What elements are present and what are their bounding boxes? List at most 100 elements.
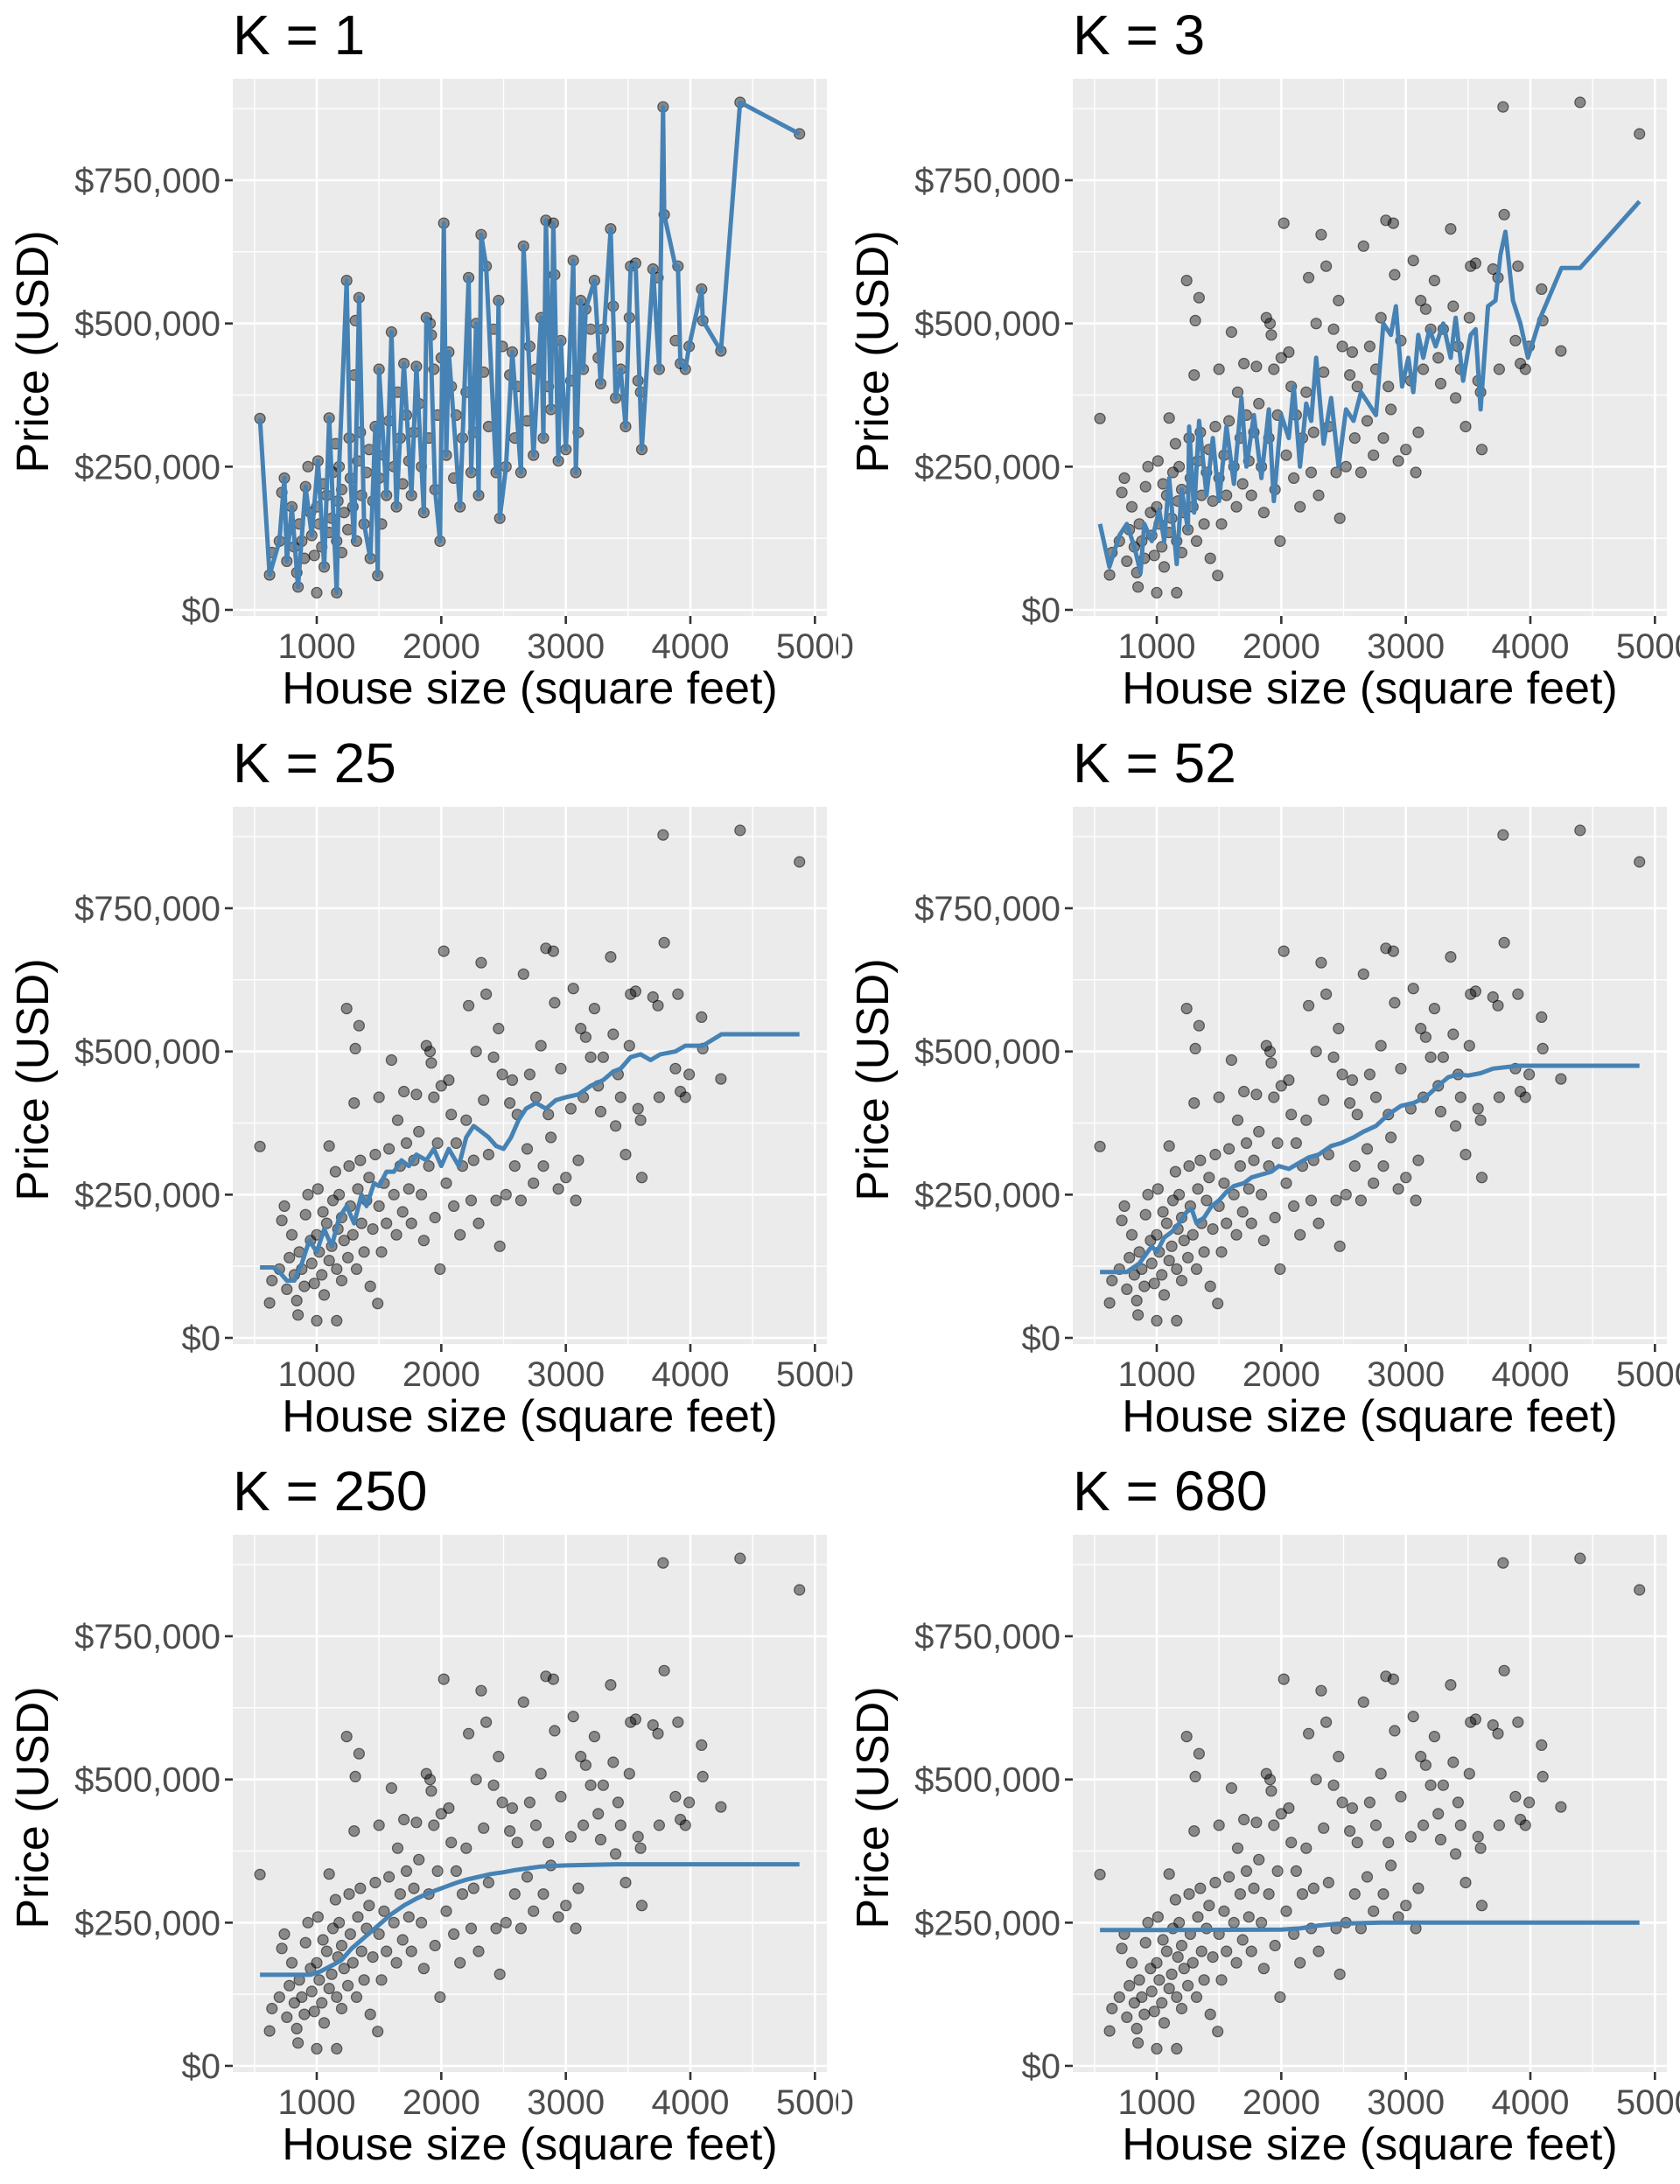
data-point: [607, 1028, 620, 1040]
panel-title: K = 1: [233, 4, 365, 66]
x-tick-label: 4000: [652, 2083, 730, 2122]
data-point: [447, 1928, 460, 1941]
data-point: [1343, 1825, 1356, 1838]
data-point: [623, 1768, 635, 1780]
x-tick-label: 1000: [278, 2083, 356, 2122]
data-point: [1290, 1865, 1303, 1877]
data-point: [1182, 1979, 1194, 1992]
data-point: [318, 1289, 331, 1301]
data-point: [1152, 1911, 1164, 1923]
data-point: [1234, 1160, 1246, 1172]
data-point: [391, 1114, 404, 1126]
data-point: [1175, 1274, 1188, 1287]
data-point: [658, 1664, 670, 1676]
data-point: [349, 1770, 361, 1782]
data-point: [1253, 1125, 1265, 1138]
data-point: [1318, 1094, 1330, 1106]
data-point: [1302, 1727, 1315, 1740]
y-tick-label: $0: [182, 2048, 221, 2086]
data-point: [408, 1882, 420, 1894]
data-point: [1221, 1217, 1233, 1229]
data-point: [657, 1557, 669, 1569]
data-point: [1475, 444, 1488, 456]
data-point: [470, 1046, 482, 1058]
data-point: [375, 1246, 388, 1258]
data-point: [511, 1837, 523, 1849]
data-point: [500, 1188, 512, 1200]
data-point: [338, 1963, 350, 1975]
y-tick-label: $250,000: [914, 1176, 1060, 1214]
data-point: [1300, 1842, 1312, 1854]
data-point: [296, 1991, 308, 2004]
data-point: [653, 1819, 666, 1831]
y-axis-title: Price (USD): [848, 230, 899, 472]
data-point: [317, 1934, 329, 1946]
scatter-points: [1094, 824, 1646, 1327]
data-point: [1106, 1274, 1118, 1287]
data-point: [1519, 1091, 1531, 1103]
data-point: [1171, 1991, 1183, 2004]
data-point: [1212, 570, 1224, 582]
data-point: [1492, 1727, 1504, 1740]
x-tick-label: 5000: [1616, 2083, 1680, 2122]
data-point: [1343, 1097, 1356, 1110]
data-point: [1452, 1796, 1465, 1809]
data-point: [383, 1871, 396, 1883]
data-point: [657, 829, 669, 841]
data-point: [594, 1833, 607, 1845]
data-point: [1094, 412, 1106, 424]
data-point: [652, 1727, 664, 1740]
data-point: [402, 1183, 415, 1195]
data-point: [1497, 1557, 1509, 1569]
data-point: [420, 1040, 432, 1052]
data-point: [417, 1963, 430, 1975]
data-point: [1234, 1888, 1246, 1900]
panel-k-3: K = 3 $0 $250,000 $500,000 $750,000 1000 2000 3…: [848, 4, 1680, 714]
data-point: [373, 1819, 385, 1831]
data-point: [1498, 208, 1510, 220]
y-tick-label: $0: [182, 592, 221, 630]
data-point: [529, 1819, 542, 1831]
data-point: [1334, 1968, 1346, 1980]
data-point: [1492, 999, 1504, 1012]
x-tick-label: 2000: [1242, 2083, 1320, 2122]
data-point: [490, 1194, 502, 1207]
data-point: [1375, 1768, 1387, 1780]
data-point: [494, 1240, 506, 1252]
data-point: [333, 1916, 346, 1928]
data-point: [364, 1280, 376, 1292]
data-point: [343, 1160, 355, 1172]
data-point: [609, 1120, 622, 1132]
data-point: [354, 1154, 367, 1166]
data-point: [358, 1246, 370, 1258]
data-point: [588, 1003, 601, 1015]
data-point: [1392, 455, 1404, 467]
data-point: [1519, 1819, 1531, 1831]
data-point: [1368, 1177, 1380, 1189]
data-point: [1230, 500, 1242, 513]
data-point: [1460, 1876, 1472, 1889]
data-point: [438, 945, 450, 957]
data-point: [440, 1177, 452, 1189]
data-point: [1160, 1945, 1172, 1957]
data-point: [388, 1916, 400, 1928]
data-point: [1248, 1154, 1260, 1166]
data-point: [1404, 1830, 1418, 1843]
data-point: [1392, 1183, 1404, 1195]
data-point: [335, 2002, 348, 2015]
data-point: [1536, 1770, 1549, 1782]
data-point: [658, 936, 670, 948]
data-point: [462, 1727, 475, 1740]
data-point: [1434, 377, 1447, 389]
data-point: [1248, 1882, 1260, 1894]
data-point: [390, 1228, 402, 1241]
data-point: [285, 1228, 298, 1241]
data-point: [549, 1725, 561, 1737]
data-point: [1193, 291, 1205, 304]
data-point: [1238, 357, 1250, 370]
data-point: [1212, 2026, 1224, 2038]
data-point: [1536, 1011, 1548, 1023]
data-point: [1180, 1003, 1193, 1015]
data-point: [1315, 1684, 1327, 1697]
data-point: [1346, 346, 1359, 358]
